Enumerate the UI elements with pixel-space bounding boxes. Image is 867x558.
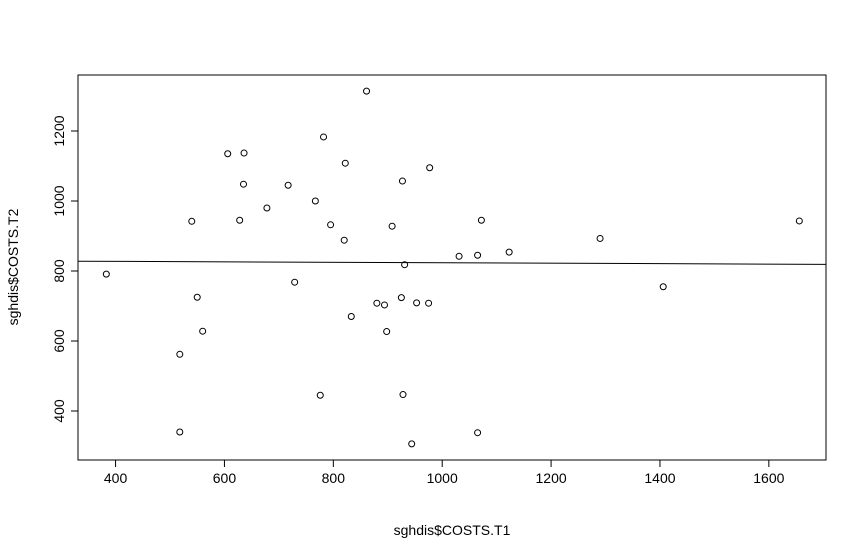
data-point bbox=[188, 217, 196, 225]
fit-line-layer bbox=[77, 260, 827, 265]
data-point bbox=[425, 299, 433, 307]
data-point bbox=[284, 181, 292, 189]
data-point bbox=[399, 391, 407, 399]
y-tick-label: 1200 bbox=[51, 115, 67, 146]
data-point bbox=[347, 313, 355, 320]
data-point bbox=[413, 299, 421, 307]
data-point bbox=[397, 294, 405, 302]
data-point bbox=[176, 428, 184, 436]
data-point bbox=[320, 133, 328, 141]
data-point bbox=[383, 328, 391, 336]
data-point bbox=[176, 350, 184, 358]
data-point bbox=[388, 222, 396, 230]
y-tick-label: 600 bbox=[51, 329, 67, 353]
data-point bbox=[795, 217, 803, 225]
data-point bbox=[193, 293, 201, 301]
data-point bbox=[408, 440, 416, 448]
y-axis: 400 600 800 1000 1200 bbox=[51, 115, 79, 423]
data-point bbox=[102, 270, 110, 278]
x-tick-label: 400 bbox=[104, 470, 128, 486]
data-point bbox=[327, 221, 335, 229]
data-point bbox=[291, 278, 299, 286]
x-axis: 400 600 800 1000 1200 1400 1600 bbox=[104, 459, 785, 486]
data-point bbox=[659, 283, 667, 291]
data-point bbox=[341, 159, 349, 167]
data-point bbox=[477, 216, 485, 224]
fit-line bbox=[77, 260, 827, 265]
data-point bbox=[263, 204, 271, 212]
data-point bbox=[236, 216, 244, 224]
x-tick-label: 1000 bbox=[427, 470, 458, 486]
data-point bbox=[363, 87, 371, 95]
x-tick-label: 1200 bbox=[536, 470, 567, 486]
plot-frame bbox=[77, 74, 827, 461]
x-tick-label: 1600 bbox=[753, 470, 784, 486]
data-point bbox=[311, 197, 319, 205]
x-axis-label: sghdis$COSTS.T1 bbox=[394, 522, 511, 538]
data-point bbox=[316, 391, 324, 399]
data-point bbox=[199, 327, 207, 335]
points-layer bbox=[102, 87, 803, 448]
data-point bbox=[505, 248, 513, 256]
x-tick-label: 800 bbox=[322, 470, 346, 486]
data-point bbox=[224, 150, 232, 158]
x-tick-label: 1400 bbox=[644, 470, 675, 486]
data-point bbox=[373, 299, 381, 307]
data-point bbox=[239, 180, 247, 188]
y-tick-label: 400 bbox=[51, 399, 67, 423]
data-point bbox=[380, 301, 388, 309]
data-point bbox=[340, 236, 348, 244]
data-point bbox=[596, 234, 604, 242]
y-tick-label: 1000 bbox=[51, 185, 67, 216]
x-tick-label: 600 bbox=[213, 470, 237, 486]
data-point bbox=[474, 251, 482, 259]
data-point bbox=[455, 252, 463, 260]
y-tick-label: 800 bbox=[51, 259, 67, 283]
data-point bbox=[401, 261, 409, 269]
y-axis-label: sghdis$COSTS.T2 bbox=[5, 208, 21, 325]
data-point bbox=[426, 164, 434, 172]
data-point bbox=[398, 177, 406, 185]
data-point bbox=[240, 149, 248, 157]
data-point bbox=[474, 429, 482, 437]
